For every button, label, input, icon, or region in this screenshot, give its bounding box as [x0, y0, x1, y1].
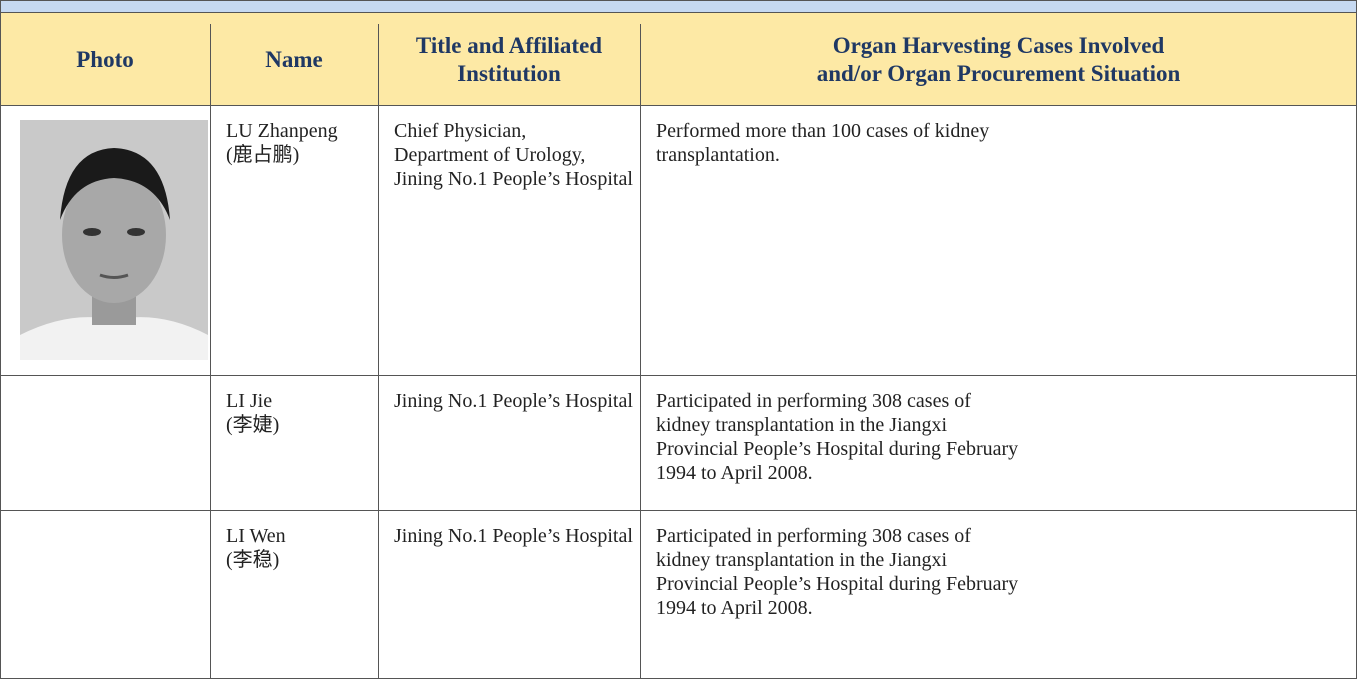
cell-text: LI Wen [226, 525, 286, 547]
cell-text: (李婕) [226, 414, 280, 436]
photo [20, 120, 208, 360]
v-line [0, 13, 1, 679]
cell-text: Jining No.1 People’s Hospital [394, 525, 633, 547]
h-line [0, 105, 1357, 106]
cell-text: 1994 to April 2008. [656, 462, 813, 484]
h-line [0, 375, 1357, 376]
cell-text: (鹿占鹏) [226, 144, 300, 166]
header-text: Title and Affiliated [415, 33, 603, 58]
cell-text: Participated in performing 308 cases of [656, 390, 971, 412]
cell-text: Department of Urology, [394, 144, 586, 166]
cell-text: Participated in performing 308 cases of [656, 525, 971, 547]
cell-text: Chief Physician, [394, 120, 527, 142]
v-line [378, 24, 379, 679]
h-line [0, 510, 1357, 511]
cell-text: 1994 to April 2008. [656, 597, 813, 619]
top-band [0, 0, 1357, 13]
header-text: Photo [76, 47, 134, 72]
cell-text: LI Jie [226, 390, 273, 412]
cell-text: Jining No.1 People’s Hospital [394, 390, 633, 412]
header-text: and/or Organ Procurement Situation [816, 61, 1181, 86]
cell-text: Provincial People’s Hospital during Febr… [656, 573, 1019, 595]
cell-text: LU Zhanpeng [226, 120, 338, 142]
v-line [640, 24, 641, 679]
cell-text: (李稳) [226, 549, 280, 571]
cell-text: Jining No.1 People’s Hospital [394, 168, 633, 190]
header-text: Institution [457, 61, 561, 86]
cell-text: kidney transplantation in the Jiangxi [656, 549, 948, 571]
cell-text: Provincial People’s Hospital during Febr… [656, 438, 1019, 460]
cell-text: kidney transplantation in the Jiangxi [656, 414, 948, 436]
v-line [210, 24, 211, 679]
v-line [1356, 13, 1357, 679]
cell-text: transplantation. [656, 144, 780, 166]
header-text: Name [265, 47, 323, 72]
header-row [0, 13, 1357, 105]
cell-text: Performed more than 100 cases of kidney [656, 120, 990, 142]
header-text: Organ Harvesting Cases Involved [832, 33, 1165, 58]
